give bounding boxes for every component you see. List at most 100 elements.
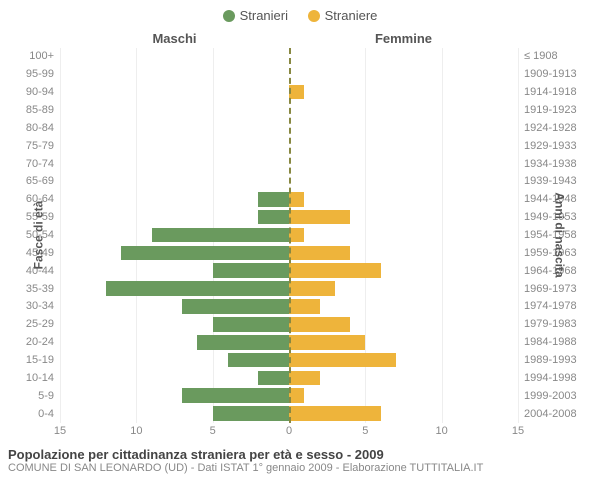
bar-male bbox=[121, 246, 289, 261]
bar-male bbox=[228, 353, 289, 368]
bar-row-female bbox=[289, 351, 518, 369]
bar-row-female bbox=[289, 315, 518, 333]
bar-male bbox=[106, 281, 289, 296]
age-tick: 35-39 bbox=[8, 280, 60, 298]
bar-row-male bbox=[60, 351, 289, 369]
bar-male bbox=[258, 192, 289, 207]
header-male: Maschi bbox=[60, 31, 289, 46]
legend-item-female: Straniere bbox=[308, 8, 378, 23]
x-axis-ticks: 151050 51015 bbox=[60, 425, 518, 441]
x-tick: 15 bbox=[512, 425, 524, 437]
year-tick: 1974-1978 bbox=[518, 298, 592, 316]
bar-row-male bbox=[60, 333, 289, 351]
bar-row-female bbox=[289, 369, 518, 387]
year-tick: ≤ 1908 bbox=[518, 48, 592, 66]
legend-swatch-female bbox=[308, 10, 320, 22]
age-tick: 100+ bbox=[8, 48, 60, 66]
bar-row-female bbox=[289, 208, 518, 226]
year-tick: 1984-1988 bbox=[518, 333, 592, 351]
legend-swatch-male bbox=[223, 10, 235, 22]
bar-male bbox=[213, 263, 289, 278]
bar-row-male bbox=[60, 173, 289, 191]
legend-label-male: Stranieri bbox=[240, 8, 288, 23]
bars-area bbox=[60, 48, 518, 423]
bar-female bbox=[289, 317, 350, 332]
population-pyramid-chart: Stranieri Straniere Maschi Femmine Fasce… bbox=[0, 0, 600, 500]
chart-footer: Popolazione per cittadinanza straniera p… bbox=[8, 447, 592, 474]
center-axis-line bbox=[289, 48, 291, 423]
x-tick: 5 bbox=[210, 425, 216, 437]
age-tick: 75-79 bbox=[8, 137, 60, 155]
bar-row-female bbox=[289, 190, 518, 208]
x-tick: 5 bbox=[362, 425, 368, 437]
bar-row-female bbox=[289, 298, 518, 316]
bars-male-column bbox=[60, 48, 289, 423]
bar-row-female bbox=[289, 155, 518, 173]
bar-row-male bbox=[60, 280, 289, 298]
x-tick: 10 bbox=[130, 425, 142, 437]
bar-female bbox=[289, 299, 320, 314]
bar-row-male bbox=[60, 48, 289, 66]
bar-row-male bbox=[60, 190, 289, 208]
year-tick: 1994-1998 bbox=[518, 369, 592, 387]
age-tick: 10-14 bbox=[8, 369, 60, 387]
bar-female bbox=[289, 246, 350, 261]
bar-male bbox=[197, 335, 289, 350]
bar-female bbox=[289, 335, 365, 350]
bar-male bbox=[152, 228, 289, 243]
bar-female bbox=[289, 371, 320, 386]
bar-row-female bbox=[289, 333, 518, 351]
bar-female bbox=[289, 353, 396, 368]
bar-male bbox=[213, 317, 289, 332]
year-tick: 1979-1983 bbox=[518, 315, 592, 333]
bar-row-male bbox=[60, 262, 289, 280]
bar-female bbox=[289, 406, 381, 421]
age-tick: 90-94 bbox=[8, 83, 60, 101]
age-tick: 25-29 bbox=[8, 315, 60, 333]
year-tick: 1919-1923 bbox=[518, 101, 592, 119]
bar-female bbox=[289, 85, 304, 100]
bar-row-male bbox=[60, 155, 289, 173]
year-tick: 1969-1973 bbox=[518, 280, 592, 298]
x-tick: 15 bbox=[54, 425, 66, 437]
bar-row-female bbox=[289, 119, 518, 137]
bar-row-female bbox=[289, 226, 518, 244]
y-axis-label-left: Fasce di età bbox=[31, 201, 45, 270]
x-axis: 151050 51015 bbox=[8, 425, 592, 441]
age-tick: 15-19 bbox=[8, 351, 60, 369]
bar-male bbox=[213, 406, 289, 421]
bar-row-female bbox=[289, 262, 518, 280]
bar-row-male bbox=[60, 315, 289, 333]
bar-male bbox=[182, 299, 289, 314]
year-tick: 1909-1913 bbox=[518, 65, 592, 83]
bar-female bbox=[289, 192, 304, 207]
year-tick: 1939-1943 bbox=[518, 173, 592, 191]
bar-row-male bbox=[60, 83, 289, 101]
year-tick: 1989-1993 bbox=[518, 351, 592, 369]
age-tick: 85-89 bbox=[8, 101, 60, 119]
legend: Stranieri Straniere bbox=[8, 8, 592, 25]
bar-female bbox=[289, 388, 304, 403]
bar-female bbox=[289, 263, 381, 278]
bar-male bbox=[182, 388, 289, 403]
bar-row-male bbox=[60, 137, 289, 155]
bar-row-male bbox=[60, 65, 289, 83]
age-tick: 95-99 bbox=[8, 65, 60, 83]
bar-male bbox=[258, 210, 289, 225]
age-tick: 20-24 bbox=[8, 333, 60, 351]
bar-female bbox=[289, 281, 335, 296]
bar-row-male bbox=[60, 405, 289, 423]
age-tick: 65-69 bbox=[8, 173, 60, 191]
year-tick: 1914-1918 bbox=[518, 83, 592, 101]
bar-row-male bbox=[60, 244, 289, 262]
bar-row-female bbox=[289, 244, 518, 262]
bar-row-male bbox=[60, 298, 289, 316]
age-tick: 0-4 bbox=[8, 405, 60, 423]
bar-row-female bbox=[289, 173, 518, 191]
y-axis-label-right: Anni di nascita bbox=[552, 192, 566, 277]
bar-row-female bbox=[289, 280, 518, 298]
year-tick: 1934-1938 bbox=[518, 155, 592, 173]
year-tick: 2004-2008 bbox=[518, 405, 592, 423]
bar-row-male bbox=[60, 387, 289, 405]
bar-row-male bbox=[60, 226, 289, 244]
